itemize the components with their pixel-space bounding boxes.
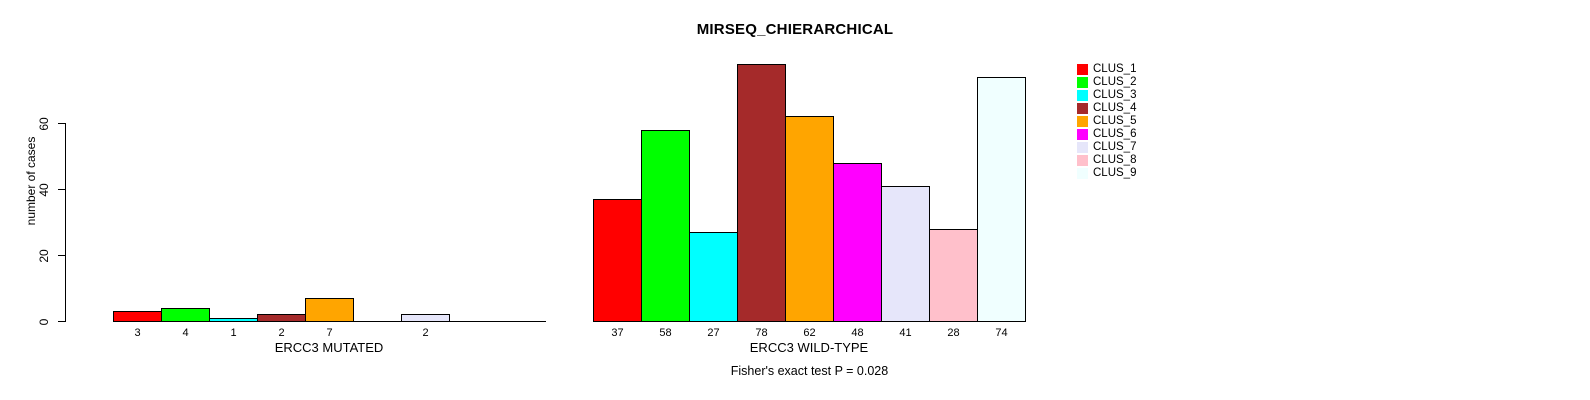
bar-clus_5 bbox=[785, 116, 834, 321]
y-tick-mark bbox=[58, 255, 65, 256]
legend-label: CLUS_9 bbox=[1093, 167, 1137, 179]
legend-label: CLUS_2 bbox=[1093, 76, 1137, 88]
bar-value-label: 74 bbox=[995, 327, 1008, 339]
y-tick-label: 20 bbox=[37, 248, 51, 263]
y-tick-label: 40 bbox=[37, 182, 51, 197]
bar-value-label: 1 bbox=[230, 327, 237, 339]
y-tick-label: 60 bbox=[37, 116, 51, 131]
fisher-test-annotation: Fisher's exact test P = 0.028 bbox=[730, 364, 889, 378]
y-axis-line bbox=[65, 123, 66, 322]
chart-title: MIRSEQ_CHIERARCHICAL bbox=[696, 21, 894, 38]
bar-value-label: 2 bbox=[422, 327, 429, 339]
x-axis-baseline bbox=[113, 321, 546, 322]
legend-swatch bbox=[1077, 77, 1088, 88]
bar-clus_4 bbox=[737, 64, 786, 321]
y-tick-mark bbox=[58, 189, 65, 190]
legend-label: CLUS_6 bbox=[1093, 128, 1137, 140]
legend-swatch bbox=[1077, 155, 1088, 166]
legend-swatch bbox=[1077, 142, 1088, 153]
y-tick-mark bbox=[58, 321, 65, 322]
y-axis-label: number of cases bbox=[24, 136, 38, 226]
bar-clus_7 bbox=[881, 186, 930, 321]
legend-swatch bbox=[1077, 64, 1088, 75]
legend-swatch bbox=[1077, 116, 1088, 127]
legend-swatch bbox=[1077, 90, 1088, 101]
legend-label: CLUS_7 bbox=[1093, 141, 1137, 153]
bar-value-label: 41 bbox=[899, 327, 912, 339]
bar-value-label: 7 bbox=[326, 327, 333, 339]
panel-xlabel: ERCC3 MUTATED bbox=[274, 340, 384, 355]
bar-value-label: 3 bbox=[134, 327, 141, 339]
bar-clus_2 bbox=[161, 308, 210, 321]
bar-clus_1 bbox=[113, 311, 162, 321]
legend-swatch bbox=[1077, 168, 1088, 179]
bar-value-label: 2 bbox=[278, 327, 285, 339]
bar-clus_8 bbox=[929, 229, 978, 321]
bar-value-label: 37 bbox=[611, 327, 624, 339]
legend-swatch bbox=[1077, 129, 1088, 140]
bar-value-label: 27 bbox=[707, 327, 720, 339]
bar-value-label: 48 bbox=[851, 327, 864, 339]
legend-label: CLUS_8 bbox=[1093, 154, 1137, 166]
y-tick-mark bbox=[58, 123, 65, 124]
legend-label: CLUS_5 bbox=[1093, 115, 1137, 127]
bar-value-label: 62 bbox=[803, 327, 816, 339]
bar-value-label: 4 bbox=[182, 327, 189, 339]
bar-clus_6 bbox=[833, 163, 882, 321]
bar-value-label: 58 bbox=[659, 327, 672, 339]
bar-clus_5 bbox=[305, 298, 354, 321]
legend-swatch bbox=[1077, 103, 1088, 114]
legend-label: CLUS_1 bbox=[1093, 63, 1137, 75]
x-axis-baseline bbox=[593, 321, 1026, 322]
legend-label: CLUS_3 bbox=[1093, 89, 1137, 101]
bar-clus_4 bbox=[257, 314, 306, 321]
bar-value-label: 78 bbox=[755, 327, 768, 339]
bar-clus_2 bbox=[641, 130, 690, 321]
panel-xlabel: ERCC3 WILD-TYPE bbox=[749, 340, 869, 355]
legend-label: CLUS_4 bbox=[1093, 102, 1137, 114]
bar-clus_3 bbox=[689, 232, 738, 321]
bar-value-label: 28 bbox=[947, 327, 960, 339]
bar-clus_1 bbox=[593, 199, 642, 321]
bar-clus_3 bbox=[209, 318, 258, 321]
y-tick-label: 0 bbox=[37, 318, 51, 325]
bar-clus_7 bbox=[401, 314, 450, 321]
bar-clus_9 bbox=[977, 77, 1026, 321]
